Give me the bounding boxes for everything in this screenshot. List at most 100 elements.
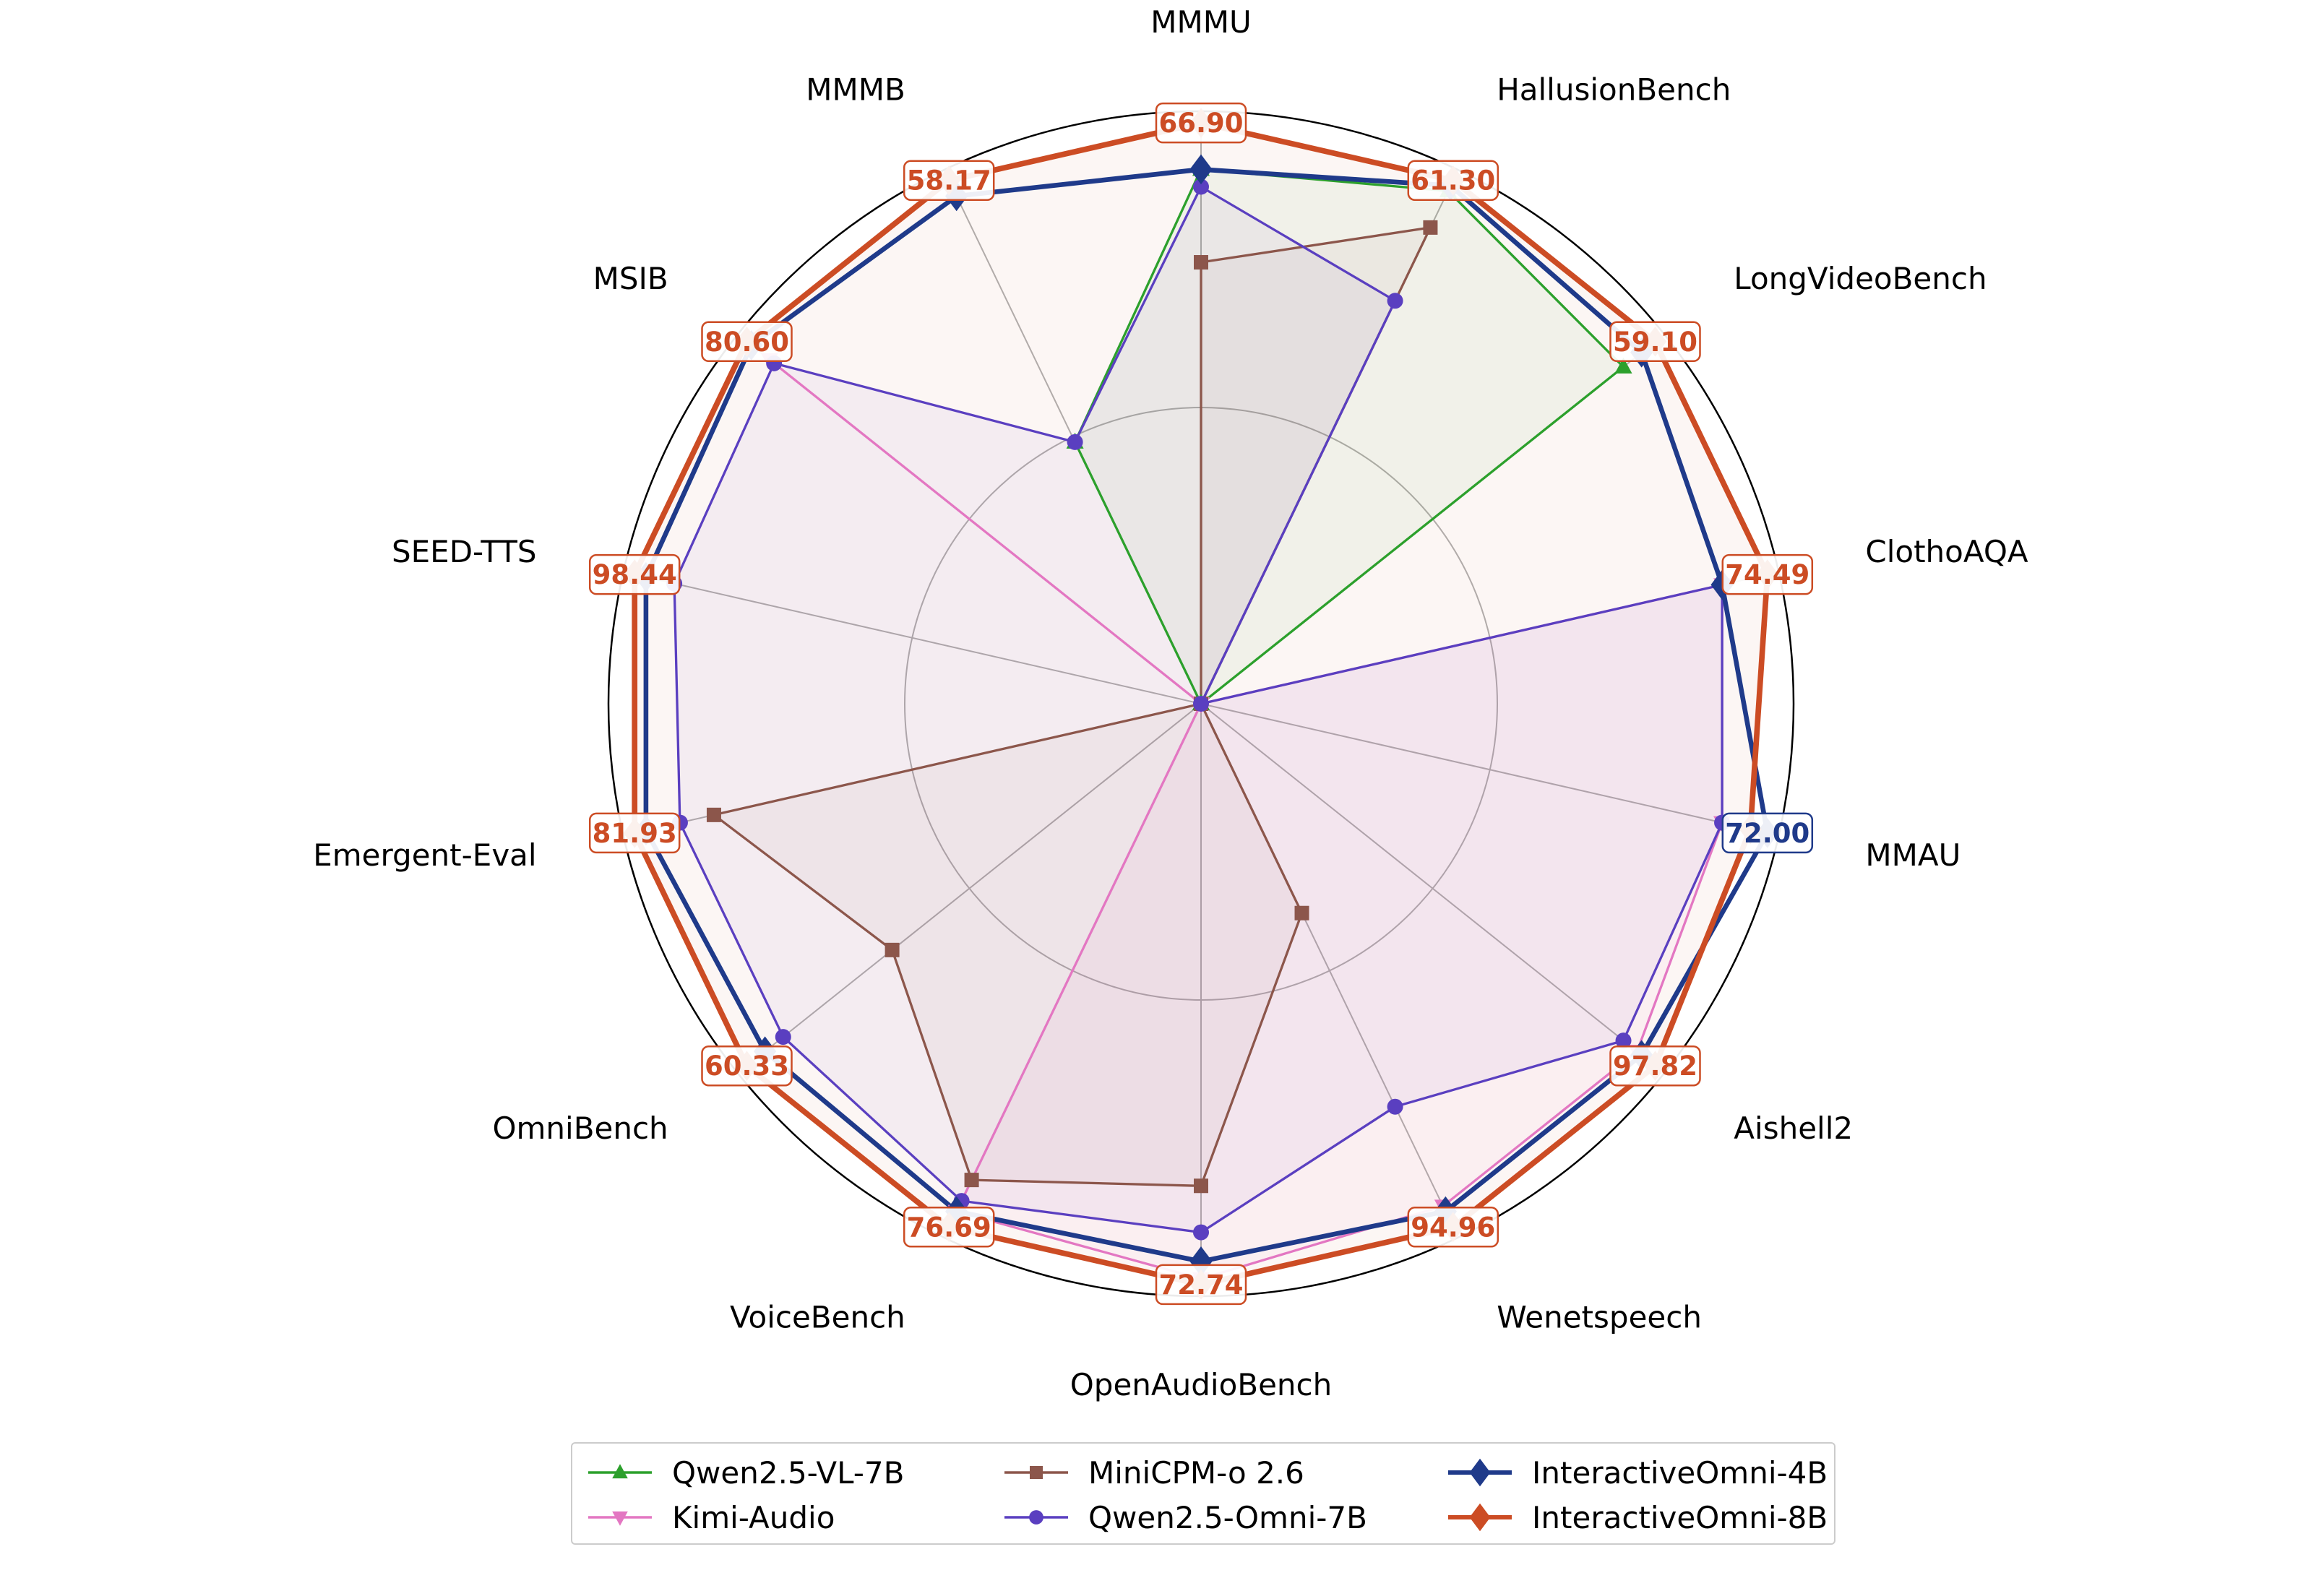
- series-qwen2-5-omni-7b-point-wenetspeech: [1387, 1098, 1403, 1115]
- series-qwen2-5-omni-7b-point-omnibench: [775, 1029, 791, 1045]
- max-label-box: [1155, 102, 1247, 144]
- series-qwen2-5-omni-7b-point-mmmb: [1067, 434, 1083, 450]
- series-minicpm-o-2-6-point-wenetspeech: [1294, 905, 1309, 920]
- max-label-aishell2: 97.82: [1609, 1045, 1701, 1087]
- max-label-clothoaqa: 74.49: [1721, 553, 1814, 595]
- axis-labels: MMMU HallusionBench LongVideoBench ClothoAQ…: [313, 4, 2028, 1402]
- axis-label-clothoaqa: ClothoAQA: [1865, 534, 2028, 569]
- max-label-box: [1609, 1045, 1701, 1087]
- max-label-text: 59.10: [1613, 327, 1697, 358]
- series-qwen2-5-vl-7b-point-longvideobench: [1614, 357, 1632, 374]
- axis-label-wenetspeech: Wenetspeech: [1497, 1300, 1702, 1335]
- legend-item-minicpm-o-2-6: MiniCPM-o 2.6: [1002, 1451, 1304, 1494]
- legend-swatch-icon: [588, 1511, 652, 1526]
- legend-swatch-icon: [1448, 1458, 1512, 1487]
- series-minicpm-o-2-6-point-omnibench: [885, 942, 900, 957]
- max-label-text: 97.82: [1613, 1051, 1697, 1082]
- max-label-box: [1721, 553, 1814, 595]
- max-label-wenetspeech: 94.96: [1407, 1207, 1499, 1248]
- legend-marker-icon: [612, 1464, 628, 1479]
- max-label-text: 81.93: [593, 818, 677, 849]
- legend-swatch-icon: [1004, 1466, 1068, 1479]
- legend-item-qwen2-5-omni-7b: Qwen2.5-Omni-7B: [1002, 1496, 1367, 1539]
- axis-label-openaudiobench: OpenAudioBench: [1070, 1367, 1333, 1402]
- axis-label-aishell2: Aishell2: [1734, 1111, 1853, 1146]
- axis-label-hallusionbench: HallusionBench: [1497, 72, 1731, 107]
- max-label-text: 98.44: [593, 559, 677, 590]
- legend-item-interactiveomni-4b: InteractiveOmni-4B: [1445, 1451, 1828, 1494]
- max-label-text: 72.74: [1158, 1269, 1243, 1301]
- max-label-box: [1155, 1264, 1247, 1306]
- series-minicpm-o-2-6-point-hallusionbench: [1423, 220, 1438, 235]
- max-label-box: [701, 321, 793, 363]
- legend-label: Kimi-Audio: [672, 1499, 835, 1535]
- legend-item-qwen2-5-vl-7b: Qwen2.5-VL-7B: [585, 1451, 904, 1494]
- legend-marker-icon: [1029, 1510, 1043, 1525]
- max-label-voicebench: 76.69: [903, 1207, 995, 1248]
- max-label-box: [701, 1045, 793, 1087]
- max-label-mmmu: 66.90: [1155, 102, 1247, 144]
- series-interactiveomni-4b-point-openaudiobench: [1189, 1246, 1213, 1277]
- max-label-box: [588, 812, 681, 854]
- legend-swatch-icon: [1004, 1510, 1068, 1525]
- grid-spoke: [1200, 703, 1779, 837]
- max-label-hallusionbench: 61.30: [1407, 160, 1499, 201]
- legend: Qwen2.5-VL-7B Kimi-Audio MiniCPM-o 2.6 Qwen…: [571, 1442, 1835, 1545]
- max-label-box: [1721, 812, 1814, 854]
- max-label-text: 74.49: [1725, 559, 1809, 590]
- series-minicpm-o-2-6-point-mmmu: [1194, 255, 1208, 270]
- max-label-emergent-eval: 81.93: [588, 812, 681, 854]
- series-qwen2-5-omni-7b-point-openaudiobench: [1193, 1224, 1209, 1241]
- grid-spoke: [623, 571, 1202, 704]
- legend-item-kimi-audio: Kimi-Audio: [585, 1496, 835, 1539]
- axis-label-mmmu: MMMU: [1150, 4, 1251, 40]
- legend-swatch-icon: [588, 1464, 652, 1479]
- axis-label-emergent-eval: Emergent-Eval: [313, 837, 536, 873]
- max-label-text: 80.60: [705, 327, 789, 358]
- max-label-omnibench: 60.33: [701, 1045, 793, 1087]
- axis-label-voicebench: VoiceBench: [730, 1300, 905, 1335]
- max-label-box: [903, 1207, 995, 1248]
- max-label-text: 58.17: [907, 165, 991, 197]
- axis-label-mmau: MMAU: [1865, 837, 1961, 873]
- series-interactiveomni-4b-point-mmmu: [1189, 154, 1213, 185]
- max-label-mmau: 72.00: [1721, 812, 1814, 854]
- max-label-text: 94.96: [1411, 1212, 1495, 1243]
- series-qwen2-5-omni-7b-point-mmmu: [1193, 178, 1209, 195]
- legend-label: MiniCPM-o 2.6: [1088, 1454, 1304, 1491]
- axis-label-mmmb: MMMB: [806, 72, 905, 107]
- max-label-box: [903, 160, 995, 201]
- max-label-box: [1407, 160, 1499, 201]
- series-qwen2-5-omni-7b-point-aishell2: [1615, 1032, 1632, 1049]
- series-qwen2-5-omni-7b-point-longvideobench: [1193, 696, 1209, 712]
- series-qwen2-5-vl-7b-line: [1073, 168, 1625, 706]
- legend-item-interactiveomni-8b: InteractiveOmni-8B: [1445, 1496, 1828, 1539]
- max-label-mmmb: 58.17: [903, 160, 995, 201]
- max-label-box: [1407, 1207, 1499, 1248]
- max-label-msib: 80.60: [701, 321, 793, 363]
- max-label-text: 61.30: [1411, 165, 1495, 197]
- series-minicpm-o-2-6-point-voicebench: [964, 1173, 979, 1188]
- series-qwen2-5-omni-7b-point-hallusionbench: [1387, 293, 1403, 309]
- legend-label: Qwen2.5-VL-7B: [672, 1454, 905, 1491]
- series-qwen2-5-vl-7b-fill: [1075, 169, 1624, 704]
- legend-marker-icon: [1469, 1503, 1491, 1532]
- max-label-seed-tts: 98.44: [588, 553, 681, 595]
- legend-marker-icon: [1030, 1466, 1043, 1479]
- series-minicpm-o-2-6-point-openaudiobench: [1194, 1178, 1208, 1194]
- legend-marker-icon: [612, 1511, 628, 1526]
- grid-spoke: [737, 703, 1202, 1074]
- max-label-box: [1609, 321, 1701, 363]
- max-label-text: 72.00: [1725, 818, 1809, 849]
- legend-label: InteractiveOmni-4B: [1532, 1454, 1828, 1491]
- max-label-box: [588, 553, 681, 595]
- legend-swatch-icon: [1448, 1503, 1512, 1532]
- legend-marker-icon: [1469, 1458, 1491, 1487]
- legend-label: Qwen2.5-Omni-7B: [1088, 1499, 1367, 1535]
- series-kimi-audio-fill: [769, 359, 1723, 1279]
- max-label-text: 76.69: [907, 1212, 991, 1243]
- max-value-labels: 66.90 61.30 59.10 74.49 72.00 97.82 94.96 72.74…: [588, 102, 1814, 1306]
- max-label-text: 60.33: [705, 1051, 789, 1082]
- axis-label-omnibench: OmniBench: [492, 1111, 668, 1146]
